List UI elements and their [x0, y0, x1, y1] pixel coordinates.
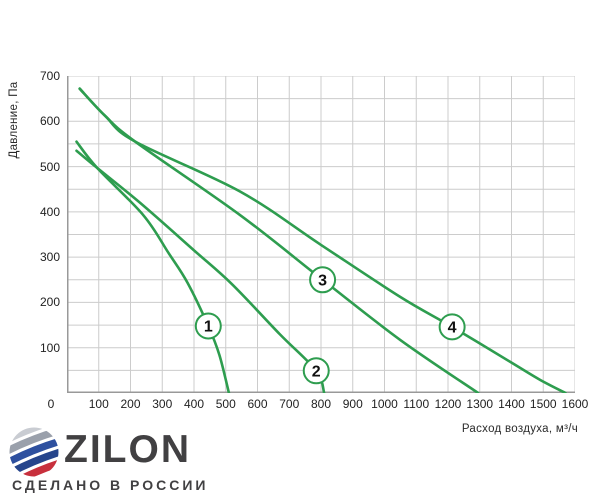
x-tick-label-0: 0 [47, 397, 55, 411]
x-tick-label-1600: 1600 [561, 397, 589, 411]
x-tick-label-1000: 1000 [371, 397, 398, 411]
x-tick-label-200: 200 [120, 397, 141, 411]
y-tick-label-300: 300 [39, 250, 60, 265]
x-tick-label-1200: 1200 [434, 397, 462, 411]
curve-label-text-4: 4 [448, 319, 457, 336]
x-axis-title: Расход воздуха, м³/ч [461, 423, 578, 435]
zilon-globe-icon [9, 427, 59, 477]
plot-area: 1 2 3 4 [67, 75, 576, 395]
curve-label-circle-1 [194, 312, 222, 340]
x-tick-label-600: 600 [247, 397, 268, 411]
x-tick-label-1300: 1300 [466, 397, 494, 411]
x-tick-label-100: 100 [88, 397, 109, 411]
curve-label-text-2: 2 [312, 363, 321, 380]
x-tick-label-700: 700 [279, 397, 300, 411]
curve-label-circle-3 [309, 266, 337, 294]
y-tick-label-500: 500 [39, 159, 60, 174]
curve-4 [78, 87, 567, 395]
plot-svg: 1 2 3 4 [67, 75, 576, 395]
x-tick-label-1400: 1400 [498, 397, 525, 411]
x-tick-label-500: 500 [215, 397, 236, 411]
curve-1 [75, 140, 231, 395]
x-tick-label-1500: 1500 [529, 397, 557, 411]
curve-label-circle-2 [302, 357, 330, 385]
y-tick-label-600: 600 [39, 114, 60, 129]
x-tick-label-900: 900 [342, 397, 363, 411]
brand-wordmark: ZILON [64, 428, 191, 471]
curve-label-text-1: 1 [204, 318, 213, 335]
curve-label-circle-4 [438, 313, 466, 341]
y-tick-label-200: 200 [39, 295, 60, 310]
y-tick-label-400: 400 [39, 204, 60, 219]
x-tick-label-400: 400 [183, 397, 205, 411]
curve-label-text-3: 3 [318, 272, 327, 289]
y-tick-label-100: 100 [39, 340, 60, 355]
brand-tagline: СДЕЛАНО В РОССИИ [12, 477, 209, 493]
x-tick-label-800: 800 [310, 397, 332, 411]
y-tick-label-700: 700 [39, 69, 60, 83]
x-tick-label-1100: 1100 [403, 397, 430, 411]
x-tick-label-300: 300 [152, 397, 173, 411]
